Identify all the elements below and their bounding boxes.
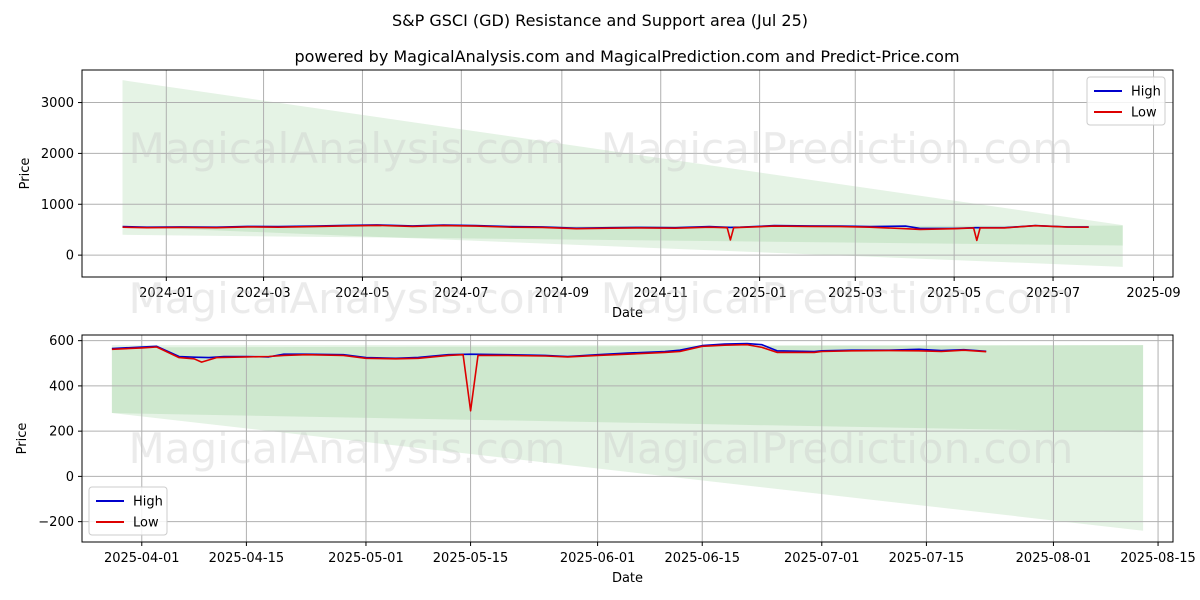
watermark: MagicalAnalysis.com MagicalPrediction.co… [129, 124, 1074, 473]
chart1-x-axis-label: Date [612, 571, 643, 586]
top-chart: 2024-01 2024-03 2024-05 2024-07 2024-09 2024-… [18, 69, 1181, 321]
chart0-x-tick-label-4: 2024-09 [535, 286, 589, 301]
chart0-legend-label-low: Low [1131, 106, 1157, 121]
watermark-analysis-top: MagicalAnalysis.com [129, 124, 566, 173]
watermark-prediction-top: MagicalPrediction.com [601, 124, 1074, 173]
watermark-analysis-bottom: MagicalAnalysis.com [129, 424, 566, 473]
chart1-y-tick-label-2: 200 [49, 425, 74, 440]
watermark-prediction-bottom: MagicalPrediction.com [601, 424, 1074, 473]
watermark-prediction-mid: MagicalPrediction.com [601, 274, 1074, 323]
figure-title: S&P GSCI (GD) Resistance and Support are… [392, 11, 808, 30]
chart0-x-tick-label-10: 2025-09 [1126, 286, 1180, 301]
figure-subtitle: powered by MagicalAnalysis.com and Magic… [294, 47, 959, 66]
chart1-x-tick-label-5: 2025-06-15 [664, 551, 740, 566]
chart1-series-low-line [111, 343, 987, 412]
chart0-legend-label-high: High [1131, 85, 1161, 100]
chart0-x-tick-label-2: 2024-05 [335, 286, 389, 301]
chart0-y-tick-label-1: 1000 [41, 198, 74, 213]
chart1-y-tick-label-3: 400 [49, 379, 74, 394]
chart1-x-tick-label-2: 2025-05-01 [328, 551, 404, 566]
chart0-x-tick-label-7: 2025-03 [828, 286, 882, 301]
chart1-band-1 [111, 345, 1144, 433]
chart1-legend-label-low: Low [133, 516, 159, 531]
chart1-x-tick-label-0: 2025-04-01 [104, 551, 180, 566]
chart0-x-tick-label-9: 2025-07 [1026, 286, 1080, 301]
chart1-y-tick-label-0: −200 [38, 515, 74, 530]
chart1-x-tick-label-9: 2025-08-15 [1120, 551, 1196, 566]
chart1-x-tick-label-7: 2025-07-15 [889, 551, 965, 566]
chart0-band-1 [122, 225, 1123, 246]
chart0-legend: High Low [1086, 76, 1166, 126]
chart1-y-axis-label: Price [15, 423, 30, 455]
chart0-band-0 [122, 80, 1123, 267]
chart0-x-tick-label-8: 2025-05 [927, 286, 981, 301]
chart1-x-tick-label-4: 2025-06-01 [560, 551, 636, 566]
chart1-y-tick-label-4: 600 [49, 334, 74, 349]
chart1-y-tick-label-1: 0 [66, 470, 74, 485]
chart1-x-tick-label-8: 2025-08-01 [1016, 551, 1092, 566]
chart0-plot-frame [81, 69, 1174, 278]
chart0-x-tick-label-5: 2024-11 [634, 286, 688, 301]
chart0-x-tick-label-1: 2024-03 [236, 286, 290, 301]
chart0-x-tick-label-3: 2024-07 [434, 286, 488, 301]
chart1-legend: High Low [88, 486, 168, 536]
chart1-plot-frame [81, 334, 1174, 543]
watermark-analysis-mid: MagicalAnalysis.com [129, 274, 566, 323]
chart1-band-0 [111, 345, 1144, 531]
chart0-y-tick-label-0: 0 [66, 249, 74, 264]
chart1-x-tick-label-3: 2025-05-15 [433, 551, 509, 566]
chart0-series-low-line [122, 224, 1089, 242]
chart1-x-tick-label-1: 2025-04-15 [209, 551, 285, 566]
chart0-x-axis-label: Date [612, 306, 643, 321]
chart0-x-tick-label-0: 2024-01 [139, 286, 193, 301]
chart0-y-axis-label: Price [18, 158, 33, 190]
chart1-legend-label-high: High [133, 495, 163, 510]
chart0-y-tick-label-2: 2000 [41, 147, 74, 162]
bottom-chart: 2025-04-01 2025-04-15 2025-05-01 2025-05-15… [15, 334, 1196, 586]
chart0-x-tick-label-6: 2025-01 [732, 286, 786, 301]
chart1-x-tick-label-6: 2025-07-01 [784, 551, 860, 566]
chart0-y-tick-label-3: 3000 [41, 96, 74, 111]
